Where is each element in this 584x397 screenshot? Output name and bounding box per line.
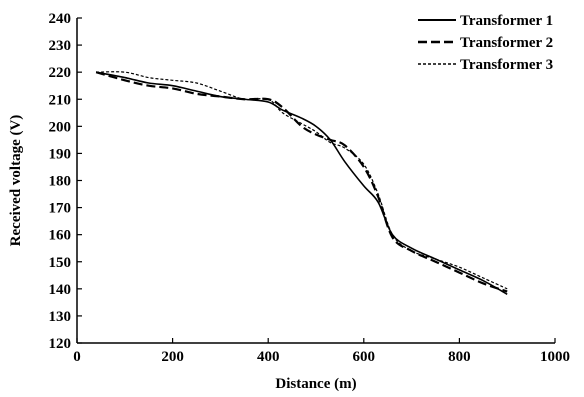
y-axis-ticks: 120 130 140 150 160 170 180 190 200 210 220 230 240 (49, 11, 82, 352)
y-tick-label: 150 (49, 255, 72, 271)
y-tick-label: 220 (49, 65, 72, 81)
x-axis-title: Distance (m) (275, 376, 356, 392)
legend: Transformer 1 Transformer 2 Transformer 3 (418, 13, 553, 73)
y-tick-label: 120 (49, 336, 72, 352)
y-tick-label: 130 (49, 309, 72, 325)
x-axis-ticks: 0 200 400 600 800 1000 (73, 338, 570, 365)
y-tick-label: 230 (49, 38, 72, 54)
x-tick-label: 1000 (540, 349, 570, 365)
y-tick-label: 160 (49, 228, 72, 244)
x-tick-label: 400 (257, 349, 280, 365)
y-tick-label: 140 (49, 282, 72, 298)
y-tick-label: 240 (49, 11, 72, 27)
legend-label-1: Transformer 1 (460, 13, 553, 29)
y-tick-label: 200 (49, 119, 72, 135)
y-tick-label: 180 (49, 174, 72, 190)
x-tick-label: 200 (161, 349, 184, 365)
series-line-2 (95, 71, 508, 293)
y-tick-label: 210 (49, 92, 72, 108)
y-axis-title: Received voltage (V) (8, 115, 24, 247)
x-tick-label: 800 (448, 349, 471, 365)
y-tick-label: 170 (49, 201, 72, 217)
y-tick-label: 190 (49, 146, 72, 162)
series-layer (95, 71, 508, 295)
x-tick-label: 600 (353, 349, 376, 365)
x-tick-label: 0 (73, 349, 81, 365)
legend-label-3: Transformer 3 (460, 57, 553, 73)
series-line-3 (96, 71, 508, 290)
series-line-1 (95, 71, 508, 295)
legend-label-2: Transformer 2 (460, 35, 553, 51)
